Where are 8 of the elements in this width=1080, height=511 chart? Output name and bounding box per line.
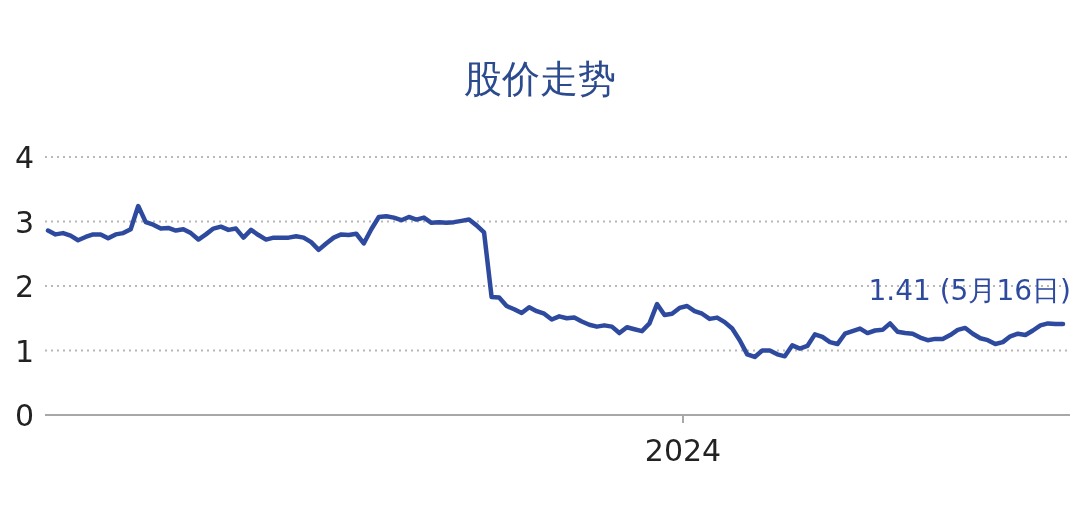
y-tick-label: 1 [14,333,34,368]
y-tick-label: 2 [14,268,34,304]
y-tick-label: 3 [14,204,34,239]
annotation: 1.41 (5月16日) [868,274,1071,308]
text: 2024 [644,433,722,468]
chart-title: 股价走势 [464,57,616,101]
y-tick-label: 0 [14,397,34,433]
y-tick-label: 4 [14,139,34,175]
